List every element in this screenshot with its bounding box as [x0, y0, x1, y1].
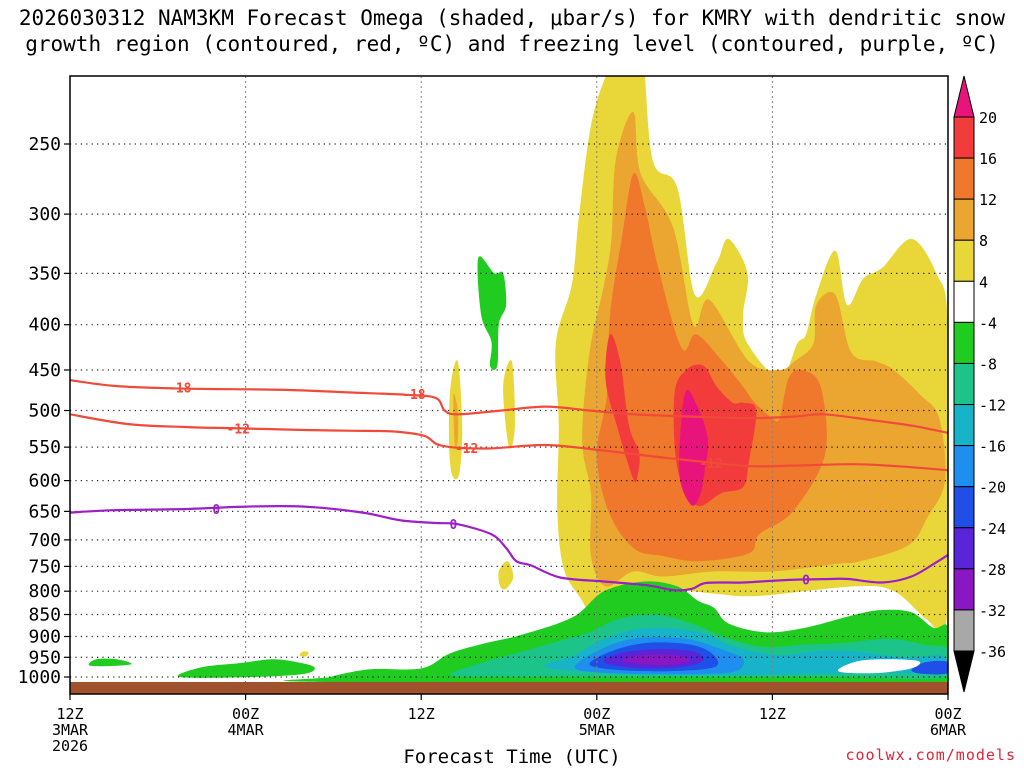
colorbar: 20 16 12 8 4 -4 -8 -12 -16 -20 -24 -28 -32 -36: [953, 75, 1006, 693]
colorbar-label-9: -20: [979, 479, 1006, 497]
colorbar-bin-14: [953, 650, 975, 693]
chart-title-line-2: growth region (contoured, red, ºC) and f…: [25, 32, 999, 56]
colorbar-bin-12: [953, 568, 975, 611]
y-tick-label-250: 250: [28, 134, 61, 155]
y-tick-label-500: 500: [28, 401, 61, 422]
x-tick-label-0-1: 3MAR: [52, 721, 89, 739]
plot-border: [69, 75, 949, 695]
y-tick-label-450: 450: [28, 360, 61, 381]
grid-lines: [70, 76, 948, 694]
omega-region-pos20-5: [679, 390, 709, 506]
chart-title-line-1: 2026030312 NAM3KM Forecast Omega (shaded…: [18, 6, 1006, 30]
y-tick-label-700: 700: [28, 530, 61, 551]
colorbar-bin-5: [953, 280, 975, 323]
dgz-temperature-contour-label-1-0: -12: [227, 423, 250, 438]
terrain-band: [70, 681, 948, 694]
colorbar-label-6: -8: [979, 355, 997, 373]
omega-region-pos4-22: [299, 651, 309, 657]
y-tick-label-1000: 1000: [18, 667, 61, 688]
y-tick-label-550: 550: [28, 437, 61, 458]
omega-region-neg4-10: [477, 256, 507, 370]
y-tick-label-800: 800: [28, 581, 61, 602]
colorbar-bin-0: [953, 75, 975, 118]
colorbar-bin-9: [953, 445, 975, 488]
colorbar-label-8: -16: [979, 438, 1006, 456]
y-tick-label-650: 650: [28, 501, 61, 522]
x-tick-label-60-1: 6MAR: [930, 721, 967, 739]
y-tick-label-750: 750: [28, 556, 61, 577]
omega-region-pos16-3: [605, 333, 640, 483]
colorbar-bin-7: [953, 362, 975, 406]
colorbar-bin-10: [953, 486, 975, 529]
freezing-level-contour-label-0-1: 0: [449, 518, 457, 533]
x-tick-label-60-0: 00Z: [934, 705, 961, 723]
y-tick-label-600: 600: [28, 471, 61, 492]
colorbar-label-1: 16: [979, 150, 997, 168]
colorbar-label-12: -32: [979, 602, 1006, 620]
dgz-temperature-contour-label-1-1: -12: [455, 442, 478, 457]
x-tick-label-48-0: 12Z: [759, 705, 786, 723]
dgz-temperature-contour-0: [70, 379, 948, 434]
colorbar-bin-6: [953, 321, 975, 364]
colorbar-bin-13: [953, 609, 975, 652]
y-tick-label-950: 950: [28, 647, 61, 668]
freezing-level-contour-0: [70, 504, 948, 592]
omega-region-neg20-20: [911, 660, 948, 675]
x-tick-label-12-1: 4MAR: [228, 721, 265, 739]
colorbar-bin-1: [953, 116, 975, 159]
colorbar-label-10: -24: [979, 520, 1006, 538]
colorbar-bin-2: [953, 157, 975, 200]
dgz-temperature-contour-label-0-0: -18: [168, 382, 192, 397]
colorbar-label-2: 12: [979, 191, 997, 209]
x-axis-title: Forecast Time (UTC): [403, 746, 621, 768]
freezing-level-contour-label-0-0: 0: [212, 503, 220, 518]
x-tick-label-0-0: 12Z: [56, 705, 83, 723]
colorbar-label-7: -12: [979, 397, 1006, 415]
omega-field: [88, 76, 948, 687]
colorbar-bin-4: [953, 239, 975, 282]
colorbar-label-3: 8: [979, 232, 988, 250]
y-tick-label-900: 900: [28, 626, 61, 647]
omega-region-neg28-19: [622, 654, 690, 666]
omega-region-neg4-11: [88, 658, 132, 667]
omega-region-pos4-9: [498, 561, 514, 590]
colorbar-bin-3: [953, 198, 975, 241]
colorbar-label-11: -28: [979, 561, 1006, 579]
omega-region-neg4-12: [177, 659, 315, 678]
dgz-temperature-contour-label-0-1: -18: [402, 388, 426, 403]
omega-region-pos12-2: [596, 172, 827, 562]
x-tick-label-12-0: 00Z: [232, 705, 259, 723]
site-credit[interactable]: coolwx.com/models: [845, 746, 1016, 764]
contour-lines: -18 -18 -12 -12 -12 0 0 0: [70, 379, 948, 592]
x-tick-label-36-0: 00Z: [583, 705, 610, 723]
x-tick-label-36-1: 5MAR: [579, 721, 616, 739]
y-tick-label-300: 300: [28, 204, 61, 225]
freezing-level-contour-label-0-2: 0: [802, 573, 810, 588]
pressure-axis: 2503003504004505005506006507007508008509…: [18, 134, 70, 688]
y-tick-label-850: 850: [28, 605, 61, 626]
y-tick-label-350: 350: [28, 263, 61, 284]
colorbar-bin-11: [953, 527, 975, 570]
colorbar-label-13: -36: [979, 643, 1006, 661]
terrain-ground: [70, 681, 948, 694]
colorbar-bin-8: [953, 404, 975, 447]
plot-frame: [69, 75, 949, 695]
x-tick-label-0-2: 2026: [52, 737, 88, 755]
dgz-temperature-contour-1: [70, 413, 948, 472]
y-tick-label-400: 400: [28, 315, 61, 336]
omega-region-neg4-21: [837, 659, 921, 674]
x-tick-label-24-0: 12Z: [408, 705, 435, 723]
colorbar-label-0: 20: [979, 109, 997, 127]
dgz-temperature-contour-label-1-2: -12: [699, 457, 722, 472]
omega-region-pos4-8: [503, 360, 515, 449]
colorbar-label-5: -4: [979, 314, 997, 332]
colorbar-label-4: 4: [979, 273, 988, 291]
omega-region-pos8-7: [453, 393, 459, 449]
